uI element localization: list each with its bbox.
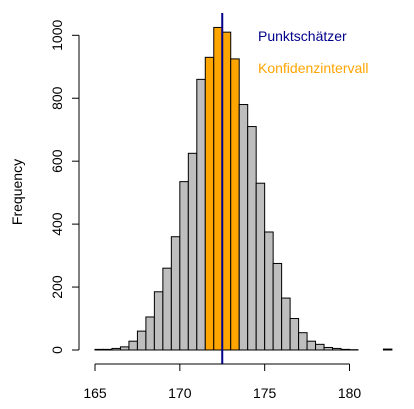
histogram-bar [153,291,164,351]
histogram-bar [187,152,198,351]
histogram-bar [128,340,138,351]
histogram-bar [145,316,155,351]
x-tick-label: 165 [83,385,107,401]
histogram-bar-highlighted [230,58,240,351]
histogram-bars [94,26,393,351]
y-axis-label: Frequency [9,159,25,225]
histogram-bar [162,267,172,351]
histogram-bar [272,262,283,351]
x-tick-label: 170 [168,385,192,401]
y-tick-label: 800 [49,86,65,110]
histogram-bar [238,104,249,351]
histogram-bar [102,348,113,351]
y-tick-label: 600 [49,149,65,173]
histogram-bar [332,347,342,351]
histogram-bar [119,346,130,351]
y-tick-label: 0 [49,346,65,354]
histogram-bar [264,231,274,351]
histogram-bar [179,181,189,351]
histogram-bar [306,340,317,351]
histogram-bar-highlighted [204,56,215,351]
x-axis: 165 170 175 180 [83,363,362,401]
histogram-bar-highlighted [213,26,223,351]
histogram-bar [94,348,104,351]
histogram-bar [111,347,121,351]
histogram-bar [170,236,181,351]
histogram-bar [382,348,393,351]
histogram-bar [196,78,206,351]
histogram-bar [255,182,266,351]
histogram-bar [289,318,300,351]
histogram-bar [247,126,257,351]
histogram-bar [323,346,334,351]
histogram-bar [340,348,350,351]
histogram-bar [281,297,291,351]
y-axis: 0 200 400 600 800 1000 [49,20,80,354]
y-tick-label: 200 [49,275,65,299]
histogram-bar [298,332,308,351]
histogram-bar-highlighted [221,31,232,351]
legend-point-estimate: Punktschätzer [258,28,347,44]
x-tick-label: 175 [253,385,277,401]
y-tick-label: 1000 [49,20,65,51]
legend-confidence-interval: Konfidenzintervall [258,60,369,76]
histogram-bar [315,343,325,351]
x-tick-label: 180 [338,385,362,401]
y-tick-label: 400 [49,212,65,236]
histogram-bar [136,330,147,351]
